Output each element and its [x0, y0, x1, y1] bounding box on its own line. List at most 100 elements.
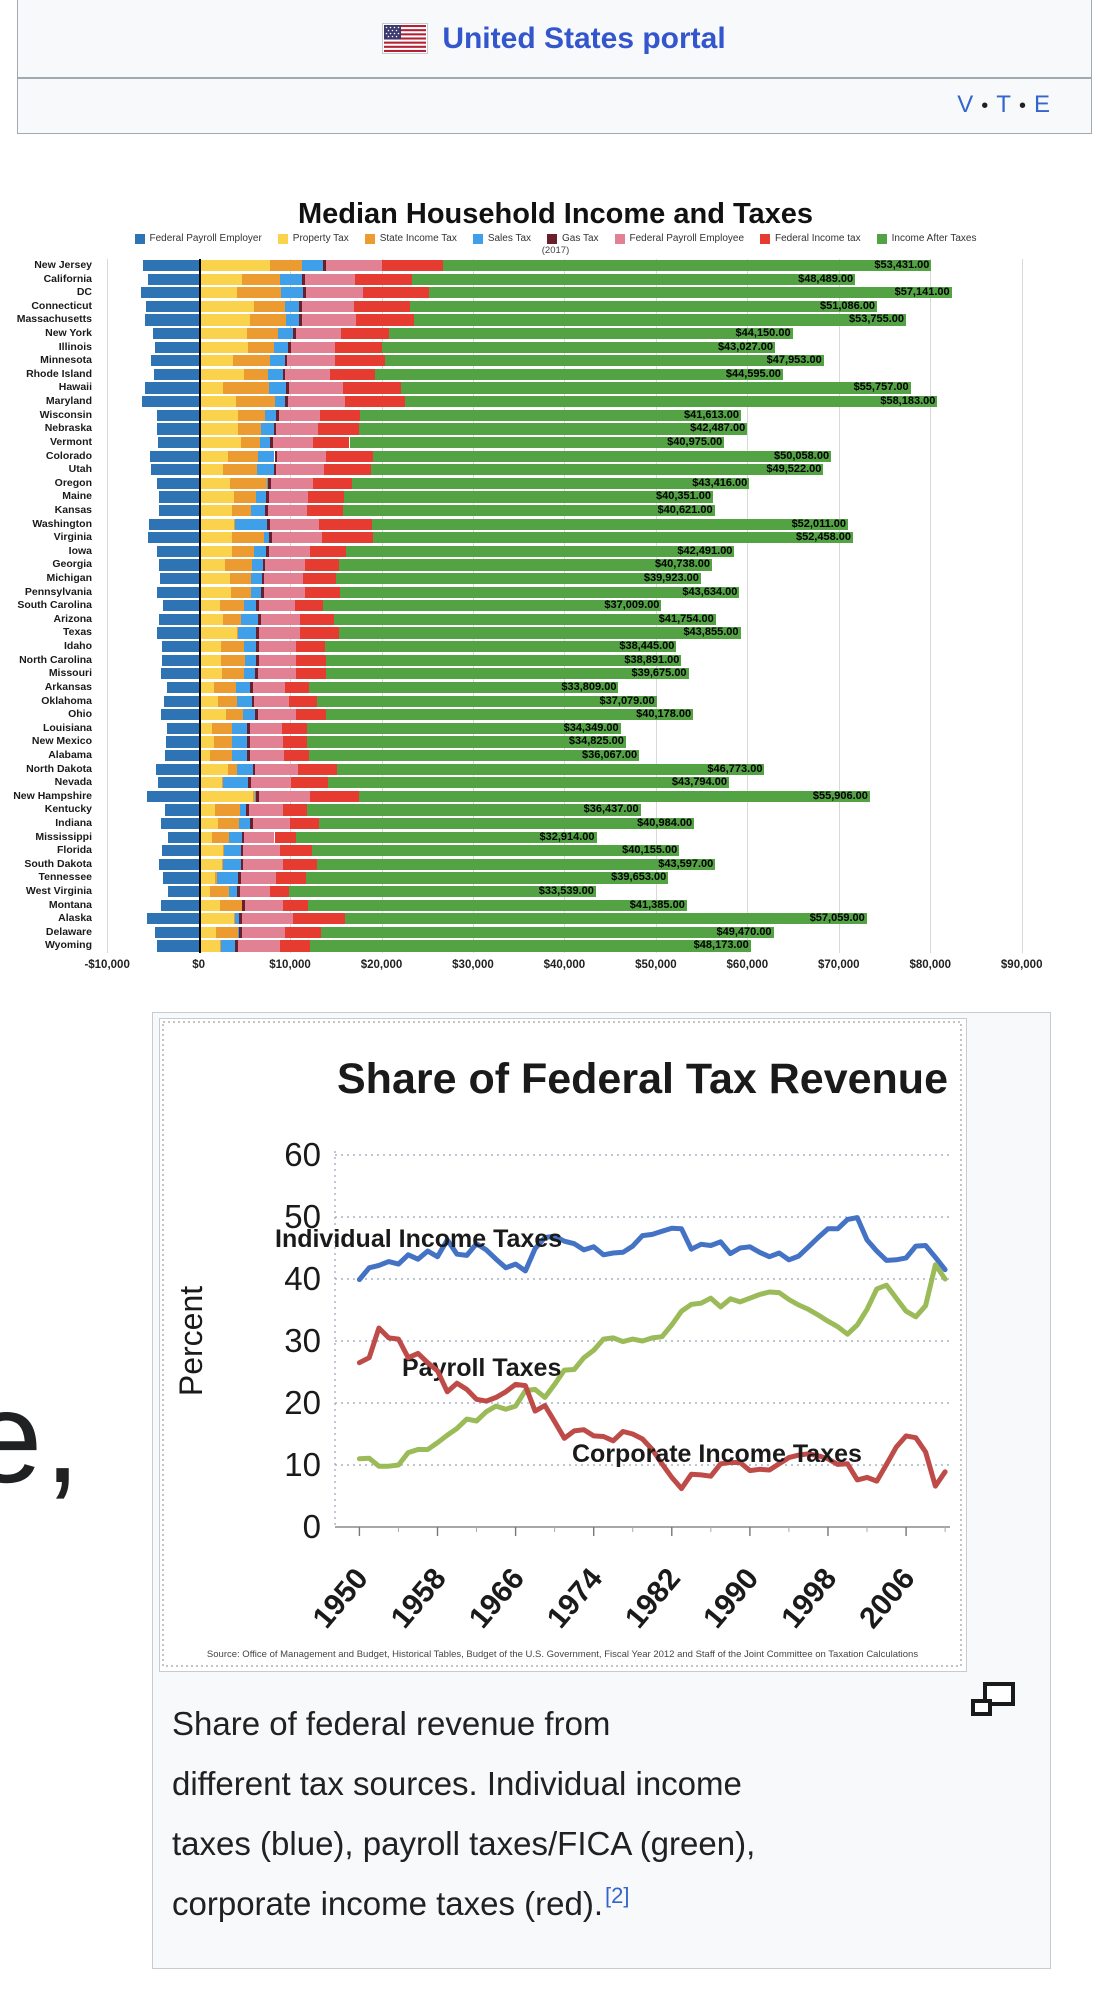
- bar-segment-tax: [246, 804, 249, 816]
- bar-segment-tax: [235, 940, 238, 952]
- bar-segment-tax: [198, 654, 221, 666]
- bar-segment-income-after-taxes: [340, 586, 740, 598]
- bar-segment-tax: [265, 504, 269, 517]
- bar-segment-tax: [260, 613, 301, 626]
- bar-segment-income-after-taxes: [325, 709, 694, 721]
- state-label: Mississippi: [35, 830, 92, 843]
- bar-row: Maryland $58,183.00: [46, 395, 1104, 409]
- state-label: Florida: [56, 844, 92, 857]
- bar-segment-tax: [252, 817, 291, 830]
- bar-segment-employer-payroll: [142, 260, 199, 272]
- bar-segment-income-after-taxes: [343, 504, 715, 517]
- bar-segment-income-after-taxes: [349, 436, 725, 449]
- bar-segment-tax: [344, 396, 406, 408]
- bar-segment-tax: [264, 532, 269, 544]
- bar-segment-income-after-taxes: [319, 817, 695, 830]
- bar-row: Indiana $40,984.00: [55, 817, 1104, 831]
- bar-segment-tax: [239, 886, 270, 898]
- bar-segment-tax: [198, 763, 228, 775]
- x-tick-label: 1990: [697, 1562, 765, 1634]
- bar-segment-tax: [325, 450, 374, 462]
- legend-item: Federal Income tax: [760, 233, 861, 244]
- bar-value-label: $37,009.00: [604, 599, 660, 612]
- bar-value-label: $43,416.00: [692, 476, 748, 489]
- bar-segment-tax: [270, 477, 313, 489]
- bar-segment-tax: [278, 328, 293, 340]
- bar-segment-tax: [301, 300, 355, 313]
- state-label: South Dakota: [24, 857, 92, 870]
- vte-separator: •: [981, 95, 990, 117]
- bar-segment-tax: [235, 913, 239, 925]
- legend-item: Gas Tax: [547, 233, 599, 244]
- bar-segment-tax: [229, 573, 251, 585]
- bar-segment-tax: [258, 627, 301, 639]
- bar-segment-tax: [251, 559, 263, 571]
- vte-talk-link[interactable]: T: [996, 91, 1012, 118]
- state-label: Missouri: [48, 667, 92, 680]
- state-label: Minnesota: [40, 354, 92, 367]
- bar-segment-tax: [273, 341, 289, 353]
- reference-link[interactable]: [2]: [605, 1883, 630, 1908]
- bar-segment-tax: [301, 314, 356, 326]
- bar-segment-tax: [282, 368, 286, 381]
- bar-segment-tax: [237, 886, 240, 898]
- bar-value-label: $41,754.00: [658, 612, 714, 625]
- bar-segment-tax: [265, 559, 305, 571]
- y-tick-label: 10: [284, 1446, 321, 1483]
- series-label: Payroll Taxes: [402, 1354, 561, 1382]
- bar-value-label: $38,891.00: [624, 653, 680, 666]
- bar-segment-tax: [240, 872, 277, 884]
- bar-segment-tax: [244, 668, 256, 680]
- x-axis: -$10,000 $0 $10,000 $20,000 $30,000 $40,000 $5…: [84, 953, 1104, 981]
- state-label: Maine: [62, 490, 92, 503]
- bar-value-label: $43,794.00: [671, 776, 727, 789]
- revenue-chart-image[interactable]: 0 10 20 30 40 50 60 Percent 1950 1958 1966 1974 1982…: [159, 1018, 967, 1672]
- bar-value-label: $39,923.00: [643, 572, 699, 585]
- bar-segment-tax: [268, 504, 308, 517]
- bar-segment-tax: [265, 409, 277, 421]
- state-label: Oregon: [54, 476, 92, 489]
- bar-segment-tax: [247, 736, 250, 748]
- bar-segment-tax: [304, 559, 340, 571]
- vte-edit-link[interactable]: E: [1033, 91, 1051, 118]
- bar-value-label: $40,351.00: [655, 490, 712, 503]
- portal-link[interactable]: United States portal: [442, 21, 726, 55]
- bar-segment-tax: [334, 341, 382, 353]
- bar-row: South Dakota $43,597.00: [24, 858, 1104, 872]
- bar-segment-tax: [198, 668, 223, 680]
- bar-segment-tax: [282, 899, 309, 911]
- bar-segment-tax: [198, 586, 231, 598]
- bar-segment-tax: [260, 586, 264, 598]
- bar-segment-income-after-taxes: [328, 777, 729, 789]
- bar-row: New Hampshire $55,906.00: [13, 790, 1104, 804]
- bar-segment-tax: [250, 777, 291, 789]
- bar-segment-tax: [301, 273, 305, 285]
- legend-label: Property Tax: [292, 233, 349, 244]
- bar-segment-tax: [247, 777, 251, 789]
- vte-view-link[interactable]: V: [957, 91, 975, 118]
- bar-segment-tax: [198, 940, 220, 952]
- bar-segment-income-after-taxes: [317, 695, 657, 707]
- bar-segment-tax: [237, 763, 253, 775]
- bar-segment-tax: [285, 926, 322, 939]
- bar-segment-tax: [258, 600, 295, 612]
- bar-segment-tax: [242, 899, 246, 911]
- bar-segment-tax: [253, 790, 256, 802]
- bar-row: Nevada $43,794.00: [55, 776, 1104, 790]
- bar-value-label: $53,431.00: [874, 259, 930, 271]
- bar-row: Massachusetts $53,755.00: [17, 313, 1104, 327]
- bar-value-label: $48,489.00: [798, 272, 854, 285]
- bar-row: Nebraska $42,487.00: [45, 422, 1104, 436]
- bar-segment-employer-payroll: [154, 926, 199, 939]
- expand-icon[interactable]: [971, 1682, 1015, 1716]
- bar-segment-income-after-taxes: [307, 736, 626, 748]
- bar-segment-tax: [299, 314, 302, 326]
- bar-row: Maine $40,351.00: [62, 490, 1104, 504]
- bar-segment-tax: [219, 899, 242, 911]
- bar-segment-income-after-taxes: [385, 355, 824, 367]
- bar-segment-tax: [220, 940, 236, 952]
- bar-segment-tax: [268, 477, 271, 489]
- bar-segment-tax: [244, 368, 269, 381]
- bar-segment-tax: [198, 368, 245, 381]
- bar-segment-employer-payroll: [152, 328, 199, 340]
